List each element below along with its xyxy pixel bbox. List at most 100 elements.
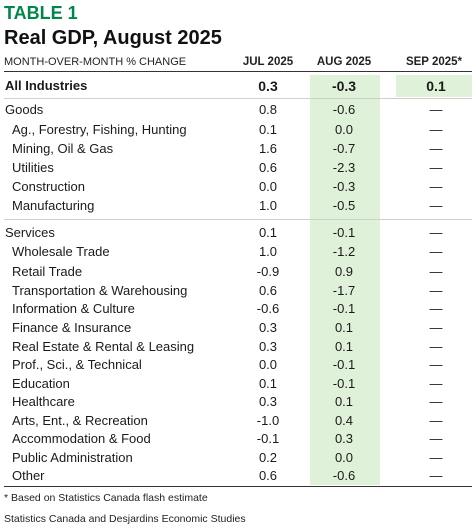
value-sep: — (429, 320, 443, 335)
value-aug: 0.1 (334, 320, 354, 335)
value-aug: -0.1 (332, 376, 356, 391)
value-sep: — (429, 160, 443, 175)
value-aug: -0.1 (332, 357, 356, 372)
value-sep: — (429, 264, 443, 279)
value-aug: -0.3 (331, 78, 357, 94)
table-row: Goods 0.8 -0.6 — (0, 102, 476, 120)
value-sep: — (429, 198, 443, 213)
value-jul: 0.6 (258, 283, 278, 298)
header-aug: AUG 2025 (316, 56, 372, 68)
table-row: Healthcare 0.3 0.1 — (0, 394, 476, 412)
table-row: Services 0.1 -0.1 — (0, 225, 476, 243)
value-sep: — (429, 283, 443, 298)
source-note: Statistics Canada and Desjardins Economi… (4, 513, 246, 525)
value-aug: -0.3 (332, 179, 356, 194)
table-row: Ag., Forestry, Fishing, Hunting 0.1 0.0 … (0, 122, 476, 140)
table-row: Utilities 0.6 -2.3 — (0, 160, 476, 178)
value-jul: 1.0 (258, 244, 278, 259)
value-jul: 0.2 (258, 450, 278, 465)
value-jul: 0.0 (258, 357, 278, 372)
value-aug: 0.3 (334, 431, 354, 446)
value-aug: -2.3 (332, 160, 356, 175)
table-title: Real GDP, August 2025 (4, 27, 222, 49)
row-label: Goods (5, 102, 44, 117)
value-jul: 0.0 (258, 179, 278, 194)
table-label: TABLE 1 (4, 3, 78, 23)
row-label: Retail Trade (12, 264, 83, 279)
sep-column-shade (396, 75, 472, 97)
value-jul: 0.1 (258, 225, 278, 240)
value-jul: 0.3 (258, 320, 278, 335)
table-row: Real Estate & Rental & Leasing 0.3 0.1 — (0, 339, 476, 357)
value-sep: — (429, 357, 443, 372)
value-sep: — (429, 122, 443, 137)
value-jul: 0.6 (258, 160, 278, 175)
value-aug: -0.7 (332, 141, 356, 156)
table-row: Arts, Ent., & Recreation -1.0 0.4 — (0, 413, 476, 431)
value-jul: 0.3 (258, 78, 278, 94)
value-jul: -1.0 (256, 413, 280, 428)
row-label: Other (12, 468, 45, 483)
table-row: Transportation & Warehousing 0.6 -1.7 — (0, 283, 476, 301)
value-jul: 1.6 (258, 141, 278, 156)
table-row: Mining, Oil & Gas 1.6 -0.7 — (0, 141, 476, 159)
value-aug: 0.9 (334, 264, 354, 279)
value-jul: -0.6 (256, 301, 280, 316)
value-aug: 0.1 (334, 339, 354, 354)
value-sep: — (429, 376, 443, 391)
header-rule (4, 71, 472, 72)
row-label: Utilities (12, 160, 54, 175)
value-aug: 0.0 (334, 122, 354, 137)
row-label: Manufacturing (12, 198, 95, 213)
footnote: * Based on Statistics Canada flash estim… (4, 492, 208, 504)
value-aug: -1.7 (332, 283, 356, 298)
table-row: All Industries 0.3 -0.3 0.1 (0, 78, 476, 96)
row-label: Construction (12, 179, 85, 194)
row-label: Transportation & Warehousing (12, 283, 188, 298)
value-aug: -0.6 (332, 468, 356, 483)
value-aug: -1.2 (332, 244, 356, 259)
row-label: Healthcare (12, 394, 75, 409)
row-label: Real Estate & Rental & Leasing (12, 339, 195, 354)
header-subtitle: MONTH-OVER-MONTH % CHANGE (4, 56, 187, 68)
value-sep: — (429, 431, 443, 446)
row-label: Prof., Sci., & Technical (12, 357, 142, 372)
value-sep: — (429, 413, 443, 428)
value-aug: -0.1 (332, 225, 356, 240)
table-row: Information & Culture -0.6 -0.1 — (0, 301, 476, 319)
value-jul: 1.0 (258, 198, 278, 213)
value-aug: -0.1 (332, 301, 356, 316)
value-sep: — (429, 468, 443, 483)
row-label: Arts, Ent., & Recreation (12, 413, 148, 428)
table-row: Finance & Insurance 0.3 0.1 — (0, 320, 476, 338)
value-aug: 0.4 (334, 413, 354, 428)
row-label: Finance & Insurance (12, 320, 132, 335)
aug-column-shade (310, 75, 380, 485)
row-separator (4, 219, 472, 220)
value-sep: — (429, 141, 443, 156)
value-sep: — (429, 339, 443, 354)
value-aug: -0.6 (332, 102, 356, 117)
table-row: Public Administration 0.2 0.0 — (0, 450, 476, 468)
value-sep: — (429, 179, 443, 194)
header-jul: JUL 2025 (242, 56, 294, 68)
value-sep: — (429, 244, 443, 259)
value-jul: 0.1 (258, 376, 278, 391)
row-label: Education (12, 376, 70, 391)
table-row: Retail Trade -0.9 0.9 — (0, 264, 476, 282)
value-aug: 0.0 (334, 450, 354, 465)
value-sep: — (429, 225, 443, 240)
row-label: Ag., Forestry, Fishing, Hunting (12, 122, 187, 137)
row-label: Services (5, 225, 55, 240)
table-row: Prof., Sci., & Technical 0.0 -0.1 — (0, 357, 476, 375)
value-jul: 0.3 (258, 339, 278, 354)
row-label: Mining, Oil & Gas (12, 141, 114, 156)
row-label: Information & Culture (12, 301, 135, 316)
row-label: All Industries (5, 78, 88, 93)
bottom-rule (4, 486, 472, 487)
value-jul: 0.3 (258, 394, 278, 409)
value-jul: -0.9 (256, 264, 280, 279)
row-label: Wholesale Trade (12, 244, 110, 259)
value-aug: 0.1 (334, 394, 354, 409)
value-sep: — (429, 450, 443, 465)
